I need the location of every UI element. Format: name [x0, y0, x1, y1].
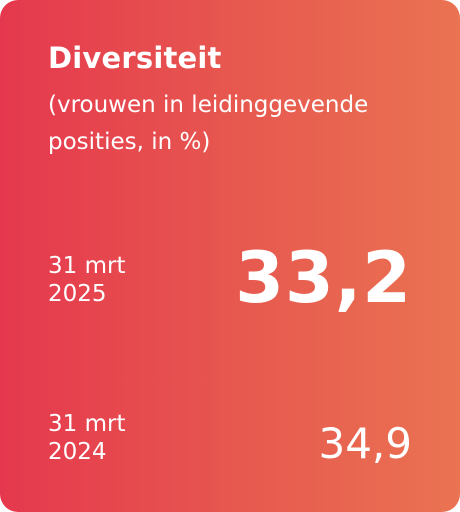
current-date: 31 mrt 2025: [48, 252, 125, 308]
current-value: 33,2: [235, 237, 412, 319]
previous-value: 34,9: [318, 419, 412, 468]
previous-date-day-month: 31 mrt: [48, 411, 126, 437]
card-subtitle: (vrouwen in leidinggevende posities, in …: [48, 92, 369, 155]
current-date-day-month: 31 mrt: [48, 253, 126, 279]
previous-date: 31 mrt 2024: [48, 410, 125, 466]
card-title: Diversiteit: [48, 41, 222, 75]
current-date-year: 2025: [48, 281, 107, 307]
previous-date-year: 2024: [48, 439, 107, 465]
